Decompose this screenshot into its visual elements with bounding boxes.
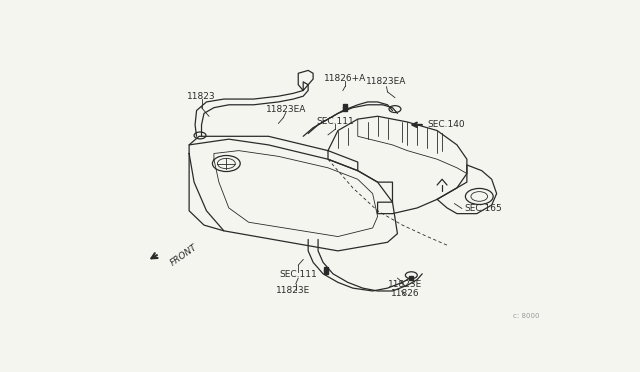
Text: 11823E: 11823E: [388, 280, 422, 289]
Text: 11826+A: 11826+A: [324, 74, 367, 83]
Text: SEC.111: SEC.111: [280, 270, 317, 279]
Text: 11823EA: 11823EA: [366, 77, 406, 86]
Text: 11823E: 11823E: [276, 286, 310, 295]
Text: SEC.111: SEC.111: [317, 116, 355, 126]
Text: 11823EA: 11823EA: [266, 105, 306, 114]
Text: FRONT: FRONT: [168, 243, 198, 268]
Text: SEC.140: SEC.140: [428, 121, 465, 129]
Text: 11823: 11823: [188, 92, 216, 101]
Text: c: 8000: c: 8000: [513, 313, 540, 319]
Text: SEC.165: SEC.165: [465, 204, 502, 213]
Text: 11826: 11826: [390, 289, 419, 298]
